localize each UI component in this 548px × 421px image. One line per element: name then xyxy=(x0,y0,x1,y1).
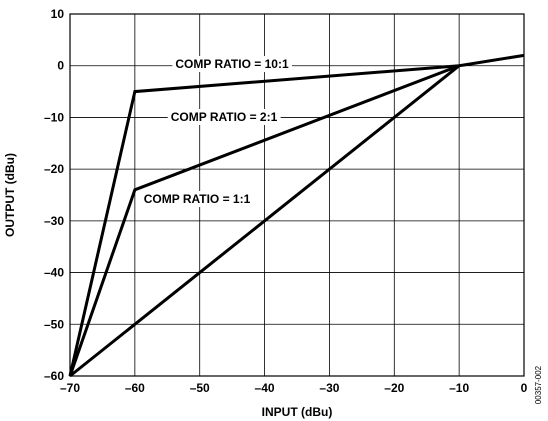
figure-id: 00357-002 xyxy=(534,365,543,404)
x-tick-label-1: –60 xyxy=(125,381,145,395)
plot-frame xyxy=(69,13,525,377)
series-label-bg-1 xyxy=(167,109,281,125)
series-label-bg-2 xyxy=(140,191,254,207)
x-tick-label-3: –40 xyxy=(255,381,275,395)
y-tick-label-5: –10 xyxy=(44,110,64,124)
series-label-0: COMP RATIO = 10:1 xyxy=(175,57,289,71)
x-tick-labels: –70 –60 –50 –40 –30 –20 –10 0 xyxy=(60,381,528,395)
y-tick-label-4: –20 xyxy=(44,162,64,176)
y-axis-label: OUTPUT (dBu) xyxy=(3,153,17,237)
x-tick-label-4: –30 xyxy=(319,381,339,395)
y-tick-label-6: 0 xyxy=(57,59,64,73)
series-label-2: COMP RATIO = 1:1 xyxy=(144,192,251,206)
y-tick-label-2: –40 xyxy=(44,266,64,280)
series-labels: COMP RATIO = 10:1 COMP RATIO = 2:1 COMP RA… xyxy=(140,56,292,207)
y-tick-label-0: –60 xyxy=(44,369,64,383)
series-label-1: COMP RATIO = 2:1 xyxy=(171,110,278,124)
x-tick-label-7: 0 xyxy=(521,381,528,395)
gridlines xyxy=(70,14,524,376)
y-tick-label-3: –30 xyxy=(44,214,64,228)
series-lines xyxy=(68,53,525,378)
x-tick-label-5: –20 xyxy=(384,381,404,395)
x-tick-label-0: –70 xyxy=(60,381,80,395)
series-line-2 xyxy=(69,64,461,378)
x-axis-label: INPUT (dBu) xyxy=(262,405,333,419)
series-label-bg-0 xyxy=(172,56,292,72)
x-tick-label-6: –10 xyxy=(449,381,469,395)
y-tick-label-7: 10 xyxy=(51,7,65,21)
y-tick-label-1: –50 xyxy=(44,317,64,331)
y-tick-labels: –60 –50 –40 –30 –20 –10 0 10 xyxy=(44,7,64,383)
series-line-0 xyxy=(68,53,525,377)
x-tick-label-2: –50 xyxy=(190,381,210,395)
series-line-1 xyxy=(68,64,460,377)
